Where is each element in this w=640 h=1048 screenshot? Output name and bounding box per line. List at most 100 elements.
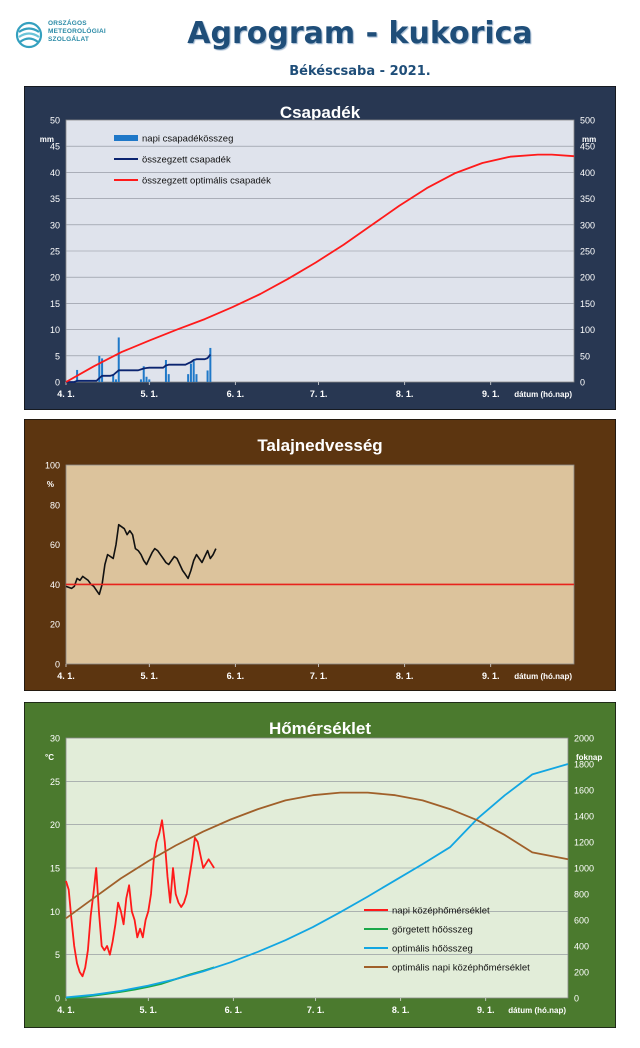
y-tick-label: 20 — [50, 620, 60, 630]
bar — [206, 370, 209, 382]
x-axis-label: dátum (hó.nap) — [514, 672, 572, 681]
series-line — [65, 763, 569, 999]
y-right-tick-label: 2000 — [574, 734, 594, 744]
x-tick-label: 7. 1. — [307, 1005, 325, 1015]
y-axis-unit: °C — [45, 753, 54, 762]
page-subtitle: Békéscsaba - 2021. — [289, 64, 431, 79]
y-tick-label: 60 — [50, 540, 60, 550]
legend-entry: optimális napi középhőmérséklet — [392, 963, 530, 974]
x-tick-label: 4. 1. — [57, 389, 75, 399]
y-tick-label: 5 — [55, 351, 60, 361]
x-tick-label: 8. 1. — [392, 1005, 410, 1015]
bar — [195, 374, 198, 382]
bar — [209, 347, 212, 382]
x-tick-label: 5. 1. — [141, 671, 159, 681]
y-tick-label: 0 — [55, 378, 60, 388]
bar — [189, 363, 192, 382]
omsz-logo-mark — [15, 21, 43, 49]
bar — [192, 361, 195, 382]
y-right-tick-label: 300 — [580, 220, 595, 230]
plot-area — [65, 464, 575, 665]
y-tick-label: 40 — [50, 580, 60, 590]
y-tick-label: 50 — [50, 116, 60, 126]
soil-moisture-chart: Talajnedvesség 0 20 40 60 80 100% 4. 1. 5. 1. 6. … — [24, 419, 616, 691]
y-right-tick-label: 200 — [574, 968, 589, 978]
precipitation-chart: Csapadék 0 5 10 15 20 25 30 35 40 45 50 mm 0 50 100 150 2… — [24, 86, 616, 410]
y-axis-unit: mm — [40, 135, 54, 144]
legend-entry: napi csapadékösszeg — [142, 134, 233, 145]
y-tick-label: 10 — [50, 325, 60, 335]
y-right-tick-label: 1800 — [574, 760, 594, 770]
bar — [112, 374, 115, 382]
y-right-tick-label: 400 — [574, 942, 589, 952]
bar — [164, 359, 167, 382]
y-right-tick-label: 350 — [580, 194, 595, 204]
y-tick-label: 15 — [50, 299, 60, 309]
x-tick-label: 9. 1. — [477, 1005, 495, 1015]
y-tick-label: 40 — [50, 168, 60, 178]
x-tick-label: 6. 1. — [225, 1005, 243, 1015]
y-tick-label: 80 — [50, 500, 60, 510]
omsz-logo: ORSZÁGOS METEOROLÓGIAI SZOLGÁLAT — [14, 18, 134, 54]
series-line — [66, 354, 212, 383]
y-tick-label: 100 — [45, 461, 60, 471]
y-right-tick-label: 200 — [580, 273, 595, 283]
bar — [145, 376, 148, 382]
x-axis-label: dátum (hó.nap) — [514, 390, 572, 399]
temperature-panel: Hőmérséklet 0 5 10 15 20 25 30 °C 0 200 400 600 800 10… — [24, 702, 616, 1028]
x-tick-label: 9. 1. — [482, 671, 500, 681]
x-tick-label: 9. 1. — [482, 389, 500, 399]
bar — [187, 374, 190, 382]
y-right-tick-label: 0 — [580, 378, 585, 388]
bar — [148, 379, 151, 382]
logo-line: METEOROLÓGIAI — [48, 28, 106, 35]
series-line — [65, 153, 575, 383]
y-tick-label: 25 — [50, 247, 60, 257]
y-tick-label: 15 — [50, 864, 60, 874]
y-tick-label: 45 — [50, 142, 60, 152]
bar — [167, 374, 170, 382]
y-right-tick-label: 800 — [574, 890, 589, 900]
y-tick-label: 25 — [50, 777, 60, 787]
y-tick-label: 0 — [55, 994, 60, 1004]
y-right-tick-label: 100 — [580, 325, 595, 335]
y-tick-label: 0 — [55, 660, 60, 670]
x-tick-label: 8. 1. — [396, 671, 414, 681]
chart-title: Hőmérséklet — [269, 719, 371, 738]
chart-title: Csapadék — [280, 103, 361, 122]
y-right-tick-label: 50 — [580, 351, 590, 361]
y-right-tick-label: 1200 — [574, 838, 594, 848]
y-tick-label: 35 — [50, 194, 60, 204]
y-right-tick-label: 500 — [580, 116, 595, 126]
y-tick-label: 30 — [50, 734, 60, 744]
bar — [142, 366, 145, 382]
x-tick-label: 7. 1. — [310, 671, 328, 681]
x-tick-label: 4. 1. — [57, 1005, 75, 1015]
x-tick-label: 6. 1. — [227, 671, 245, 681]
bar — [98, 355, 101, 382]
legend-entry: optimális hőösszeg — [392, 944, 473, 955]
y-right-tick-label: 1600 — [574, 786, 594, 796]
page-title: Agrogram - kukorica — [187, 16, 533, 51]
bar — [101, 358, 104, 382]
bar — [139, 379, 142, 382]
omsz-logo-text: ORSZÁGOS METEOROLÓGIAI SZOLGÁLAT — [48, 20, 106, 44]
x-tick-label: 5. 1. — [141, 389, 159, 399]
y-right-tick-label: 0 — [574, 994, 579, 1004]
y-axis-unit: % — [47, 480, 54, 489]
y-right-tick-label: 450 — [580, 142, 595, 152]
y-right-tick-label: 1400 — [574, 812, 594, 822]
y-right-tick-label: 150 — [580, 299, 595, 309]
y-right-tick-label: 250 — [580, 247, 595, 257]
x-tick-label: 7. 1. — [310, 389, 328, 399]
bar — [117, 337, 120, 382]
legend-entry: összegzett csapadék — [142, 155, 231, 166]
legend-entry: görgetett hőösszeg — [392, 925, 473, 936]
y-tick-label: 20 — [50, 820, 60, 830]
y-tick-label: 5 — [55, 950, 60, 960]
x-axis-label: dátum (hó.nap) — [508, 1006, 566, 1015]
legend-entry: összegzett optimális csapadék — [142, 176, 271, 187]
precipitation-panel: Csapadék 0 5 10 15 20 25 30 35 40 45 50 mm 0 50 100 150 2… — [24, 86, 616, 410]
y-right-tick-label: 1000 — [574, 864, 594, 874]
legend-swatch — [114, 135, 138, 141]
